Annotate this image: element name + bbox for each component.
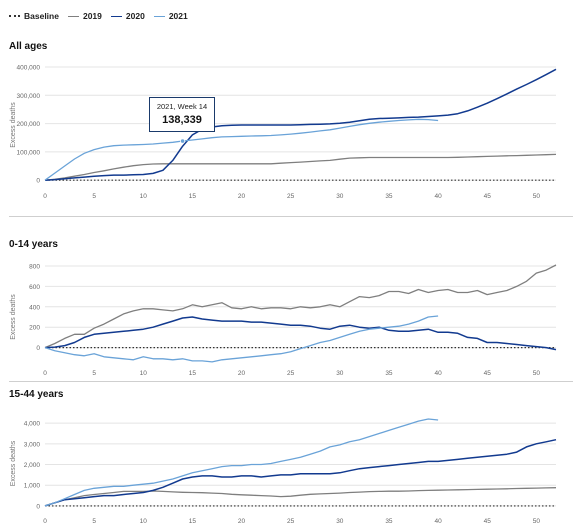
y-axis-label: Excess deaths — [10, 294, 17, 340]
x-tick-label: 35 — [385, 518, 393, 525]
x-tick-label: 30 — [336, 370, 344, 377]
panel-divider — [9, 216, 573, 217]
y-tick-label: 0 — [36, 503, 40, 510]
x-tick-label: 40 — [434, 370, 442, 377]
series-line-2021 — [44, 118, 439, 181]
legend-label-2020: 2020 — [125, 11, 145, 21]
legend-swatch-2019 — [67, 15, 79, 17]
x-tick-label: 25 — [287, 193, 295, 200]
legend-item-2020[interactable]: 2020 — [110, 11, 145, 21]
y-tick-label: 1,000 — [24, 483, 41, 490]
x-tick-label: 10 — [140, 370, 148, 377]
series-line-2021 — [44, 315, 439, 363]
series-line-2019 — [44, 153, 557, 181]
x-tick-label: 30 — [336, 193, 344, 200]
x-tick-label: 40 — [434, 518, 442, 525]
tooltip-title: 2021, Week 14 — [156, 102, 208, 111]
hover-tooltip: 2021, Week 14 138,339 — [149, 97, 215, 132]
x-tick-label: 10 — [140, 518, 148, 525]
x-tick-label: 40 — [434, 193, 442, 200]
tooltip-value: 138,339 — [162, 114, 202, 126]
legend-label-2021: 2021 — [168, 11, 188, 21]
y-tick-label: 0 — [36, 345, 40, 352]
chart-all-ages: 0 100,000 200,000 300,000 400,000 Excess deat… — [10, 65, 557, 200]
x-tick-label: 35 — [385, 193, 393, 200]
y-tick-label: 200,000 — [17, 121, 41, 128]
y-tick-label: 200 — [29, 325, 40, 332]
y-tick-label: 400,000 — [17, 65, 41, 72]
chart-legend: Baseline 2019 2020 2021 — [9, 9, 197, 23]
y-tick-label: 400 — [29, 304, 40, 311]
x-tick-label: 15 — [189, 370, 197, 377]
series-line-2020 — [44, 438, 557, 507]
panel-divider — [9, 381, 573, 382]
panel-title-all-ages: All ages — [9, 41, 48, 52]
series-line-2020 — [44, 316, 557, 351]
x-tick-label: 20 — [238, 370, 246, 377]
legend-swatch-baseline — [9, 15, 20, 17]
x-tick-label: 0 — [43, 518, 47, 525]
x-tick-label: 0 — [43, 193, 47, 200]
y-axis-label: Excess deaths — [10, 102, 17, 148]
y-tick-label: 600 — [29, 284, 40, 291]
x-tick-label: 5 — [92, 518, 96, 525]
x-tick-label: 50 — [533, 518, 541, 525]
series-line-2021 — [44, 418, 439, 507]
y-tick-label: 3,000 — [24, 441, 41, 448]
y-tick-label: 100,000 — [17, 149, 41, 156]
x-tick-label: 5 — [92, 370, 96, 377]
panel-title-0-14-years: 0-14 years — [9, 239, 58, 250]
x-tick-label: 50 — [533, 193, 541, 200]
x-tick-label: 20 — [238, 518, 246, 525]
legend-swatch-2020 — [110, 15, 122, 17]
y-tick-label: 2,000 — [24, 462, 41, 469]
x-tick-label: 45 — [484, 193, 492, 200]
x-tick-label: 0 — [43, 370, 47, 377]
x-tick-label: 20 — [238, 193, 246, 200]
panel-title-15-44-years: 15-44 years — [9, 389, 64, 400]
x-tick-label: 25 — [287, 370, 295, 377]
y-tick-label: 4,000 — [24, 421, 41, 428]
series-line-2019 — [44, 487, 557, 507]
x-tick-label: 45 — [484, 370, 492, 377]
chart-15-44-years: 0 1,000 2,000 3,000 4,000 Excess deaths 0 5 10 15… — [10, 418, 557, 525]
legend-label-2019: 2019 — [82, 11, 102, 21]
y-tick-label: 300,000 — [17, 93, 41, 100]
x-tick-label: 15 — [189, 518, 197, 525]
legend-label-baseline: Baseline — [24, 11, 59, 21]
x-tick-label: 50 — [533, 370, 541, 377]
chart-0-14-years: 0 200 400 600 800 Excess deaths 0 5 10 15 20 25 30 35… — [10, 264, 557, 377]
legend-item-2021[interactable]: 2021 — [153, 11, 188, 21]
y-axis-label: Excess deaths — [10, 440, 17, 486]
legend-item-2019[interactable]: 2019 — [67, 11, 102, 21]
legend-swatch-2021 — [153, 15, 165, 17]
series-line-2020 — [44, 68, 557, 181]
hover-point-marker — [179, 138, 186, 144]
x-tick-label: 5 — [92, 193, 96, 200]
y-tick-label: 0 — [36, 178, 40, 185]
x-tick-label: 15 — [189, 193, 197, 200]
x-tick-label: 25 — [287, 518, 295, 525]
x-tick-label: 45 — [484, 518, 492, 525]
x-tick-label: 10 — [140, 193, 148, 200]
x-tick-label: 30 — [336, 518, 344, 525]
series-line-2019 — [44, 264, 557, 349]
x-tick-label: 35 — [385, 370, 393, 377]
legend-item-baseline[interactable]: Baseline — [9, 11, 59, 21]
y-tick-label: 800 — [29, 264, 40, 271]
